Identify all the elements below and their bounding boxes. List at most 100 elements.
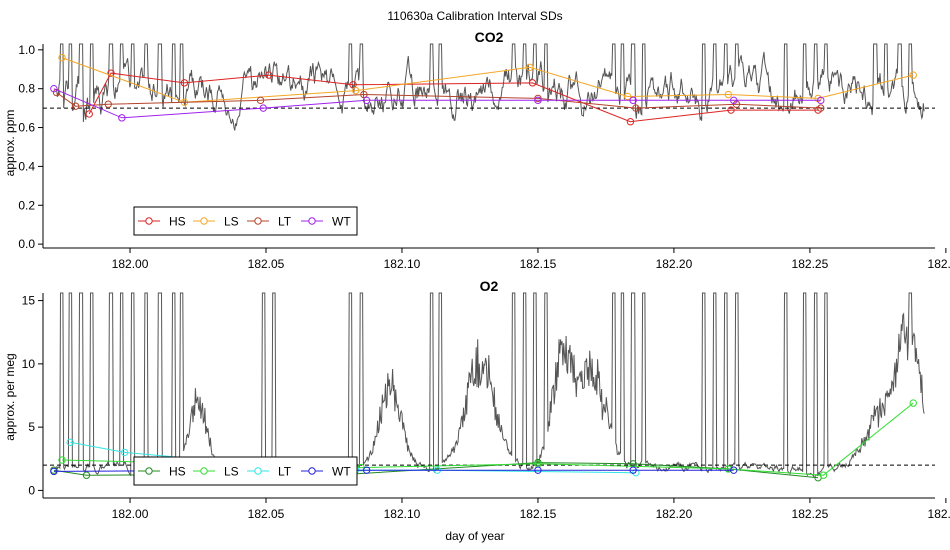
figure-suptitle: 110630a Calibration Interval SDs (387, 9, 562, 23)
o2-legend: HS LS LT WT (133, 456, 358, 486)
co2-panel-title: CO2 (475, 29, 504, 45)
co2-series-hs-point (626, 118, 635, 126)
co2-x-tick-label: 182.15 (520, 257, 557, 271)
o2-panel: O2 approx. per meg 0 5 10 15 182.00 182.05 182… (3, 278, 950, 521)
o2-y-tick-label: 5 (28, 420, 35, 434)
co2-series-ls-point (526, 63, 534, 72)
co2-series-ls-line (61, 57, 914, 103)
o2-x-tick-label: 182.20 (656, 507, 693, 521)
o2-series-hs-point (82, 471, 91, 479)
co2-series-wt-point (362, 96, 371, 105)
o2-series-wt-point (730, 466, 738, 474)
o2-series-ls-point (909, 399, 917, 407)
o2-y-tick-label: 15 (22, 294, 36, 308)
o2-series-wt-point (362, 466, 371, 474)
x-axis-label: day of year (445, 529, 504, 543)
co2-legend-wt-label: WT (332, 215, 351, 229)
co2-y-axis-label: approx. ppm (3, 110, 17, 177)
co2-legend-hs-label: HS (169, 215, 186, 229)
co2-legend-wt-marker (308, 217, 316, 225)
co2-x-tick-label: 182.00 (112, 257, 149, 271)
co2-series-wt-point (118, 114, 126, 122)
co2-series-ls-point (909, 71, 917, 79)
o2-series-ls-point (724, 465, 733, 473)
o2-series-wt-point (629, 466, 637, 474)
co2-series-hs-point (180, 79, 189, 87)
co2-series-lt-point (256, 96, 265, 105)
co2-series-ls-point (352, 86, 360, 95)
o2-legend-ls-label: LS (224, 465, 239, 479)
co2-x-tick-label: 182.10 (384, 257, 421, 271)
co2-y-tick-label: 0.8 (18, 82, 35, 96)
o2-legend-wt-label: WT (332, 465, 351, 479)
co2-series-hs-point (727, 106, 735, 114)
co2-y-tick-label: 0.2 (18, 198, 35, 212)
o2-series-wt-point (534, 466, 542, 474)
o2-series-ls-point (58, 456, 66, 464)
co2-series-wt-point (534, 96, 542, 105)
co2-legend-ls-label: LS (224, 215, 239, 229)
co2-x-tick-label: 182.05 (248, 257, 285, 271)
co2-x-tick-label: 182.25 (792, 257, 829, 271)
o2-x-tick-label: 182.30 (928, 507, 950, 521)
o2-legend-lt-marker (254, 467, 262, 475)
o2-series-lt-point (66, 438, 74, 447)
co2-series-ls-point (724, 90, 733, 99)
co2-y-tick-label: 0.6 (18, 121, 35, 135)
co2-series-ls-point (58, 53, 66, 62)
co2-series-lt-point (817, 104, 825, 112)
co2-legend-ls-marker (200, 217, 208, 225)
co2-series-lt-point (360, 90, 368, 99)
co2-series-lt-point (632, 104, 640, 112)
co2-legend-lt-marker (254, 217, 262, 225)
o2-legend-hs-label: HS (169, 465, 186, 479)
o2-x-tick-label: 182.05 (248, 507, 285, 521)
co2-series-wt-point (730, 96, 738, 105)
o2-x-tick-label: 182.00 (112, 507, 149, 521)
o2-x-tick-label: 182.25 (792, 507, 829, 521)
co2-series-wt-point (50, 84, 58, 93)
o2-y-tick-label: 0 (28, 483, 35, 497)
co2-x-tick-label: 182.30 (928, 257, 950, 271)
co2-series-hs-line (88, 72, 819, 123)
co2-y-tick-label: 0.4 (18, 159, 35, 173)
co2-series-hs-point (349, 81, 357, 89)
co2-legend-lt-label: LT (278, 215, 292, 229)
co2-series-lt-point (534, 94, 542, 103)
o2-series-lt-point (120, 448, 129, 457)
o2-series-wt-point (50, 467, 58, 476)
co2-x-tick-label: 182.20 (656, 257, 693, 271)
co2-series-ls-point (623, 92, 632, 101)
co2-legend-hs-marker (145, 217, 153, 225)
o2-series-ls-point (819, 471, 828, 479)
co2-sd-trace (56, 43, 925, 131)
co2-y-tick-label: 0.0 (18, 237, 35, 251)
o2-legend-ls-marker (200, 467, 208, 475)
co2-series-lt-point (104, 100, 112, 108)
o2-panel-title: O2 (480, 278, 499, 294)
co2-series-lt-line (56, 92, 821, 109)
co2-series-hs-point (528, 79, 537, 87)
o2-y-axis-label: approx. per meg (3, 353, 17, 440)
co2-series-wt-line (53, 88, 821, 119)
co2-series-hs-point (85, 110, 93, 118)
o2-sd-trace (56, 292, 925, 478)
o2-legend-hs-marker (145, 467, 153, 475)
o2-legend-lt-label: LT (278, 465, 292, 479)
o2-y-tick-label: 10 (22, 357, 36, 371)
o2-x-tick-label: 182.10 (384, 507, 421, 521)
co2-series-hs-point (265, 71, 273, 79)
co2-series-wt-point (629, 96, 637, 105)
co2-series-wt-point (259, 104, 267, 112)
o2-x-tick-label: 182.15 (520, 507, 557, 521)
co2-series-lt-point (71, 102, 80, 110)
o2-legend-wt-marker (308, 467, 316, 475)
co2-series-wt-point (817, 96, 825, 105)
co2-legend-box (133, 206, 358, 236)
o2-legend-box (133, 456, 358, 486)
co2-legend: HS LS LT WT (133, 206, 358, 236)
co2-series-hs-point (107, 69, 115, 77)
co2-y-tick-label: 1.0 (18, 43, 35, 57)
co2-panel: CO2 approx. ppm 0.0 0.2 0.4 0.6 0.8 1.0 182.00… (3, 29, 950, 271)
